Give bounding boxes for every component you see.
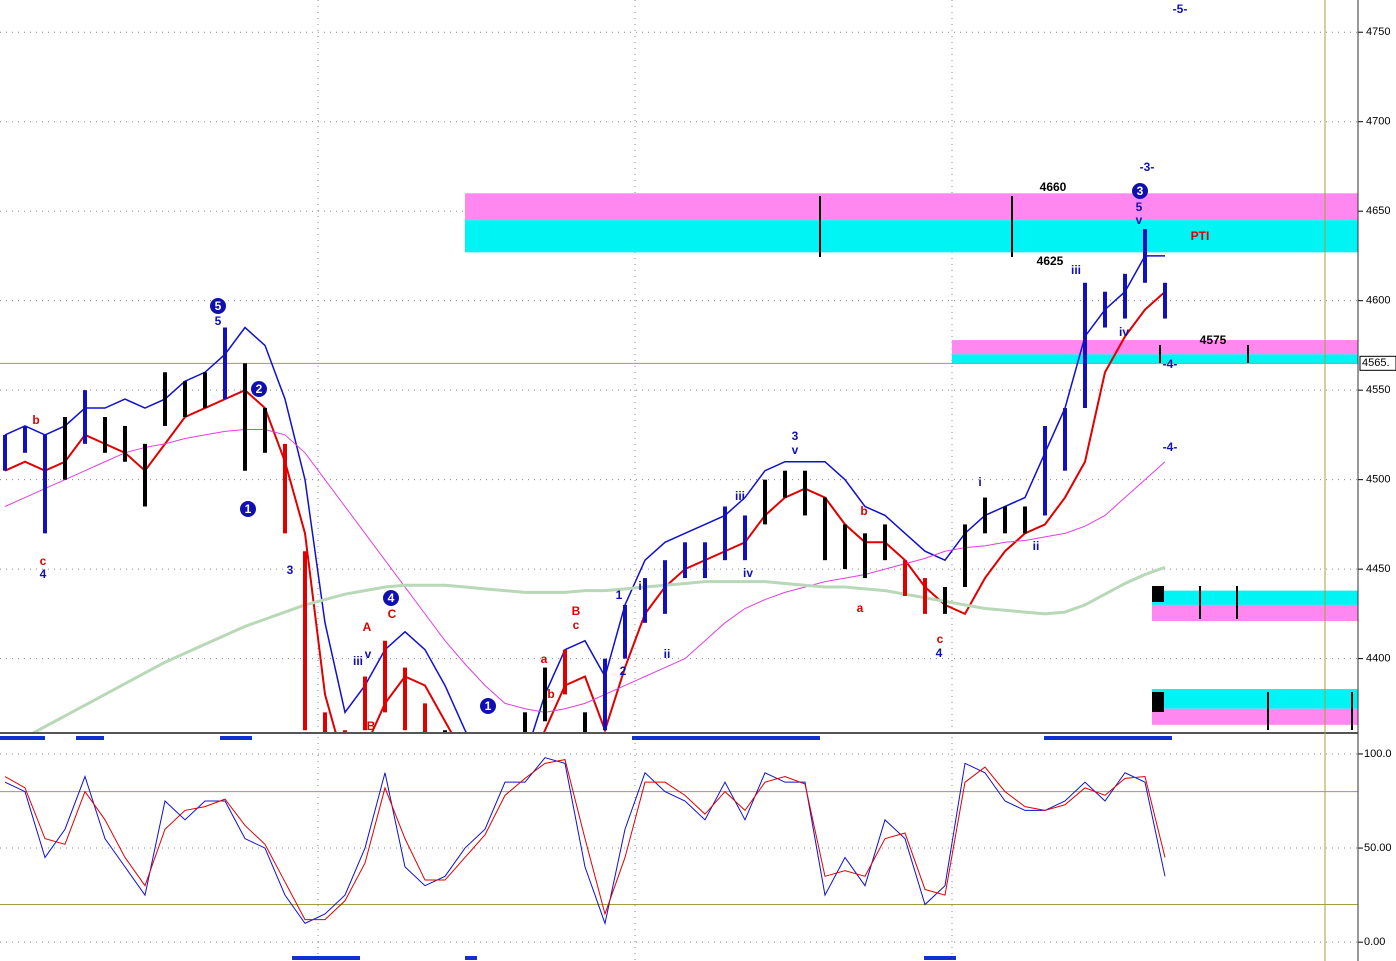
wave-label: 2 [620, 664, 627, 678]
zone [1152, 590, 1358, 605]
wave-circle [1132, 183, 1148, 199]
wave-label: iii [735, 489, 745, 503]
wave-label: a [541, 652, 548, 666]
wave-label: v [1136, 213, 1143, 227]
wave-label: B [572, 604, 581, 618]
wave-label: 4 [936, 646, 943, 660]
y-tick-label: 4600 [1366, 295, 1390, 307]
wave-label: a [857, 601, 864, 615]
indicator-line [4, 255, 1165, 732]
wave-label: 3 [287, 563, 294, 577]
y-tick-label: 4550 [1366, 384, 1390, 396]
wave-label: 4 [40, 567, 47, 581]
wave-label: C [388, 607, 397, 621]
wave-label: 5 [215, 299, 222, 313]
marker [465, 956, 477, 960]
wave-label: iv [1119, 325, 1129, 339]
wave-label: 1 [485, 699, 492, 713]
y-tick-label: 100.0 [1364, 748, 1392, 760]
wave-label: -3- [1140, 160, 1155, 174]
right-axis: 4400 4450 4500 4550 4600 4650 4700 4750 4565. 100… [1358, 26, 1396, 948]
wave-label: 5 [215, 314, 222, 328]
zone-block [1152, 586, 1164, 602]
oscillator-line [4, 759, 1166, 921]
last-price-box [1359, 355, 1396, 371]
zone [952, 354, 1358, 364]
indicator-line [4, 290, 1166, 732]
wave-label: c [40, 554, 47, 568]
y-tick-label: 4400 [1366, 653, 1390, 665]
indicator-line [31, 565, 1166, 732]
zone [1152, 604, 1358, 622]
zone-block [1152, 692, 1164, 712]
wave-label: ii [1033, 539, 1040, 553]
wave-label: c [573, 618, 580, 632]
zone [1152, 689, 1358, 709]
wave-label: 4660 [1040, 180, 1067, 194]
wave-label: i [978, 475, 981, 489]
wave-label: 2 [256, 382, 263, 396]
marker [924, 956, 956, 960]
y-tick-label: 4750 [1366, 26, 1390, 38]
wave-label: A [363, 620, 372, 634]
wave-circle [251, 381, 267, 397]
wave-label: b [32, 413, 39, 427]
wave-label: 1 [616, 588, 623, 602]
y-tick-label: 0.00 [1364, 936, 1385, 948]
wave-label: b [547, 687, 554, 701]
wave-label: PTI [1191, 229, 1210, 243]
wave-label: 3 [792, 429, 799, 443]
wave-circle [480, 698, 496, 714]
marker [1044, 736, 1172, 740]
marker [292, 956, 360, 960]
wave-label: ii [664, 647, 671, 661]
wave-label: -5- [1173, 2, 1188, 16]
zone [1152, 708, 1358, 725]
wave-label: 4 [388, 591, 395, 605]
y-tick-label: 4650 [1366, 205, 1390, 217]
last-price-label: 4565. [1362, 357, 1390, 369]
marker [220, 736, 252, 740]
marker [632, 736, 820, 740]
wave-label: v [792, 443, 799, 457]
wave-circle [383, 590, 399, 606]
indicator-line [4, 429, 1166, 713]
y-tick-label: 4450 [1366, 563, 1390, 575]
zone [952, 340, 1358, 355]
wave-label: 3 [1137, 184, 1144, 198]
wave-label: iii [1071, 263, 1081, 277]
wave-label: iii [353, 654, 363, 668]
wave-label: v [365, 647, 372, 661]
wave-label: b [860, 504, 867, 518]
wave-label: i [638, 579, 641, 593]
wave-circle [240, 501, 256, 517]
wave-label: B [367, 719, 376, 733]
marker [0, 736, 45, 740]
wave-label: c [937, 632, 944, 646]
wave-label: 5 [1136, 200, 1143, 214]
wave-label: -4- [1163, 440, 1178, 454]
period-markers [0, 736, 1172, 960]
oscillator-line [4, 757, 1166, 926]
zone [465, 220, 1358, 253]
marker [76, 736, 104, 740]
wave-label: -4- [1163, 357, 1178, 371]
wave-label: 4625 [1037, 254, 1064, 268]
y-tick-label: 4700 [1366, 116, 1390, 128]
wave-circle [210, 298, 226, 314]
zone [465, 193, 1358, 221]
y-tick-label: 50.00 [1364, 842, 1392, 854]
wave-label: 1 [245, 502, 252, 516]
y-tick-label: 4500 [1366, 474, 1390, 486]
wave-label: iv [743, 566, 753, 580]
stochastic-panel [0, 737, 1358, 961]
wave-label: 4575 [1200, 333, 1227, 347]
